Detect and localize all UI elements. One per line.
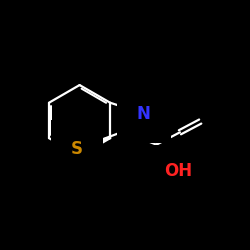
- Text: N: N: [137, 105, 151, 123]
- Text: OH: OH: [164, 162, 192, 180]
- Text: S: S: [70, 140, 83, 158]
